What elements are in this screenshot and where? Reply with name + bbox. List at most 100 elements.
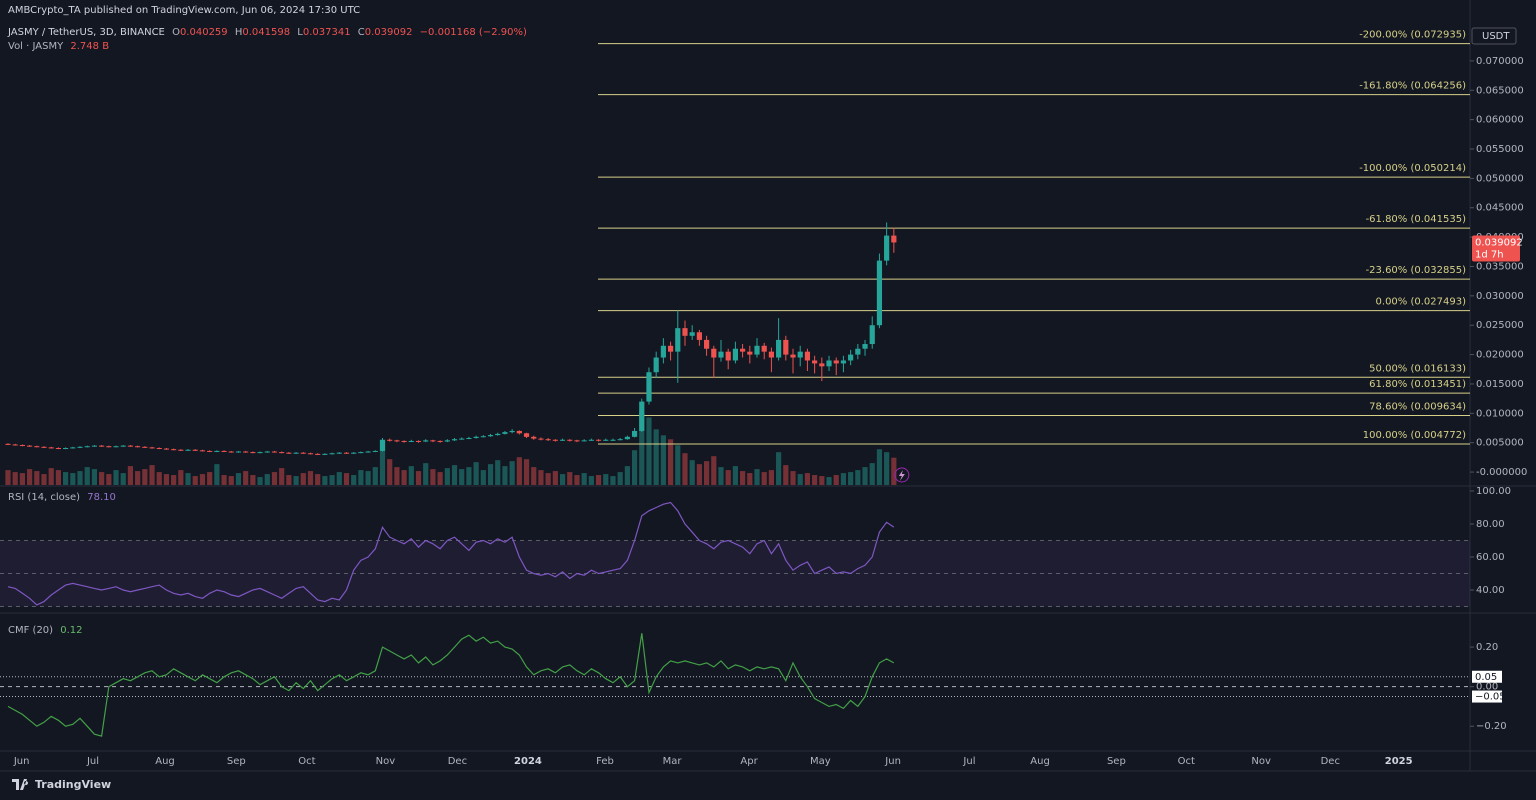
candle-body xyxy=(48,447,54,449)
volume-bar xyxy=(725,470,731,485)
x-tick-label: 2024 xyxy=(514,756,542,767)
candle-body xyxy=(804,351,811,361)
candle-body xyxy=(264,451,270,453)
candle-body xyxy=(372,450,378,452)
candle-body xyxy=(459,438,465,440)
volume-bar xyxy=(567,472,573,485)
candle-body xyxy=(567,439,573,441)
volume-name: Vol · JASMY xyxy=(8,41,64,52)
volume-bar xyxy=(365,471,371,485)
volume-bar xyxy=(293,476,299,485)
candle-body xyxy=(106,446,112,448)
candle-body xyxy=(221,450,227,452)
cmf-name: CMF (20) xyxy=(8,625,54,636)
logo xyxy=(12,779,29,790)
volume-bar xyxy=(372,467,378,485)
candle-body xyxy=(178,449,184,451)
candle-body xyxy=(495,433,501,436)
volume-bar xyxy=(473,462,479,485)
fib-label: 0.00% (0.027493) xyxy=(1376,297,1467,308)
series-line xyxy=(7,501,895,606)
volume-bar xyxy=(271,472,278,485)
candle-body xyxy=(559,439,566,441)
volume-bar xyxy=(574,475,580,485)
y-tick-label: 0.070000 xyxy=(1476,56,1524,67)
volume-bar xyxy=(408,466,414,485)
candle-body xyxy=(343,452,350,454)
volume-bar xyxy=(862,467,868,485)
y-tick-label: 0.00 xyxy=(1476,682,1498,693)
y-tick-label: 0.020000 xyxy=(1476,350,1524,361)
candle-body xyxy=(682,328,688,336)
footer: TradingView xyxy=(12,778,111,791)
volume-bar xyxy=(329,475,335,485)
volume-bar xyxy=(812,475,818,485)
volume-bar xyxy=(776,452,782,485)
candle-body xyxy=(761,345,767,352)
volume-bar xyxy=(351,475,357,485)
volume-bar xyxy=(106,474,112,485)
candle-body xyxy=(855,348,861,355)
y-tick-label: 60.00 xyxy=(1476,552,1505,563)
volume-bar xyxy=(531,467,537,485)
volume-bar xyxy=(631,450,638,485)
volume-bar xyxy=(135,471,141,485)
volume-bar xyxy=(192,476,198,485)
candle-body xyxy=(826,360,832,367)
volume-bar xyxy=(156,472,162,485)
candle-body xyxy=(394,440,400,442)
volume-bar xyxy=(322,476,328,485)
y-tick-label: 0.055000 xyxy=(1476,144,1524,155)
candle-body xyxy=(329,453,335,455)
volume-bar xyxy=(55,470,62,485)
candle-body xyxy=(812,360,818,364)
candle-body xyxy=(214,450,220,452)
candle-body xyxy=(869,325,875,345)
candle-body xyxy=(34,446,40,448)
candle-body xyxy=(610,439,616,441)
candle-body xyxy=(135,446,141,448)
volume-bar xyxy=(833,475,839,485)
candle-body xyxy=(891,235,897,243)
candle-body xyxy=(797,351,803,358)
volume-bar xyxy=(783,465,789,485)
y-tick-label: 0.035000 xyxy=(1476,261,1524,272)
candle-body xyxy=(149,447,155,449)
candle-body xyxy=(271,451,278,453)
x-tick-label: Jun xyxy=(13,756,30,767)
volume-bar xyxy=(142,469,148,485)
volume-bar xyxy=(466,467,472,485)
volume-bar xyxy=(437,472,443,485)
fib-label: -23.60% (0.032855) xyxy=(1366,265,1467,276)
volume-bar xyxy=(588,476,594,485)
fib-label: -200.00% (0.072935) xyxy=(1359,30,1466,41)
volume-bar xyxy=(207,472,213,485)
series-line xyxy=(7,633,895,737)
candle-body xyxy=(574,440,580,442)
volume-bar xyxy=(675,445,681,485)
volume-bar xyxy=(77,471,83,485)
volume-bar xyxy=(459,469,465,485)
y-tick-label: 0.045000 xyxy=(1476,203,1524,214)
candle-body xyxy=(5,443,11,445)
volume-bar xyxy=(34,471,40,485)
volume-bar xyxy=(423,463,429,485)
candle-body xyxy=(631,430,638,437)
candle-body xyxy=(293,452,299,454)
candle-body xyxy=(63,447,69,449)
volume-bar xyxy=(761,472,767,485)
candle-body xyxy=(689,332,695,336)
candle-body xyxy=(581,440,587,442)
volume-bar xyxy=(91,469,98,485)
volume-bar xyxy=(826,477,832,485)
candle-body xyxy=(322,453,328,455)
candle-body xyxy=(77,446,83,448)
candle-body xyxy=(466,438,472,440)
candle-body xyxy=(740,348,746,352)
y-tick-label: −0.20 xyxy=(1476,721,1507,732)
volume-bar xyxy=(595,475,602,485)
x-tick-label: Nov xyxy=(376,756,396,767)
x-tick-label: 2025 xyxy=(1385,756,1413,767)
candle-body xyxy=(790,354,796,358)
